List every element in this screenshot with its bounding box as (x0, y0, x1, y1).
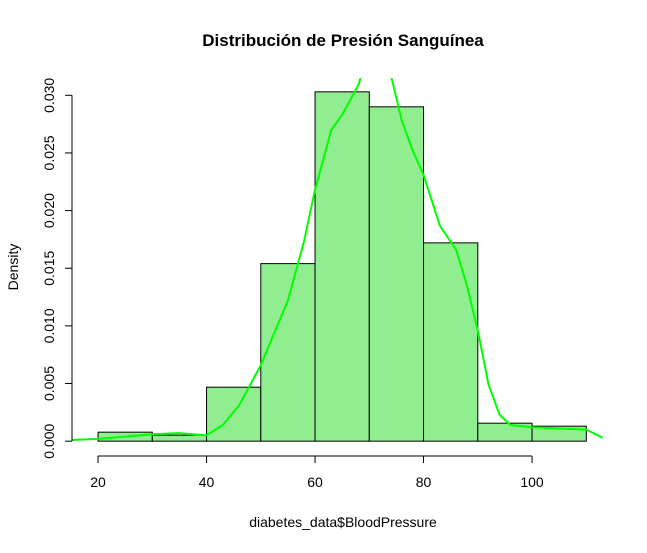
y-tick-label: 0.020 (41, 193, 57, 228)
x-axis-label: diabetes_data$BloodPressure (249, 514, 437, 530)
y-tick-label: 0.000 (41, 423, 57, 458)
x-tick-label: 100 (520, 474, 544, 490)
y-tick-label: 0.025 (41, 135, 57, 170)
bar (423, 242, 479, 442)
bar (206, 386, 262, 442)
x-tick-label: 40 (199, 474, 215, 490)
x-tick-label: 60 (307, 474, 323, 490)
bar (260, 263, 316, 442)
bar (151, 434, 208, 442)
y-tick-label: 0.030 (41, 78, 57, 113)
x-tick-label: 20 (90, 474, 106, 490)
y-tick-label: 0.015 (41, 251, 57, 286)
y-tick-label: 0.005 (41, 366, 57, 401)
x-tick-label: 80 (416, 474, 432, 490)
chart-title: Distribución de Presión Sanguínea (202, 31, 484, 50)
bar (314, 91, 370, 442)
y-axis-label: Density (5, 244, 21, 291)
y-tick-label: 0.010 (41, 308, 57, 343)
density-line (72, 78, 604, 441)
